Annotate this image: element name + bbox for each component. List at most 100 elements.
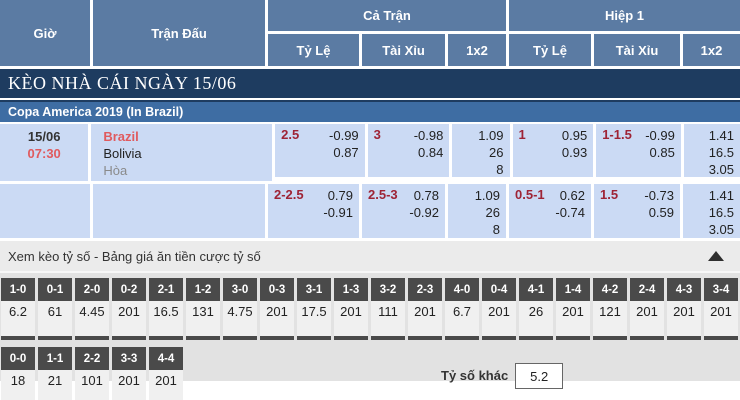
ft-over-under-odds[interactable]: 3 -0.98 0.84 — [367, 124, 450, 177]
h1-over-under-odds[interactable]: 1.5 -0.73 0.59 — [594, 184, 680, 238]
score-odds: 201 — [630, 301, 664, 340]
score-cell[interactable]: 1-0 6.2 — [1, 278, 35, 340]
score-cell[interactable]: 1-1 21 — [38, 347, 72, 400]
score-odds: 201 — [408, 301, 442, 340]
score-label: 2-4 — [630, 278, 664, 301]
score-cell[interactable]: 3-1 17.5 — [297, 278, 331, 340]
header-full-time: Cả Trận — [268, 0, 506, 31]
score-label: 1-4 — [556, 278, 590, 301]
match-kickoff-time: 07:30 — [27, 146, 61, 161]
score-cell[interactable]: 3-0 4.75 — [223, 278, 257, 340]
score-label: 2-0 — [75, 278, 109, 301]
odds-value: -0.74 — [555, 205, 585, 220]
score-cell[interactable]: 0-0 18 — [1, 347, 35, 400]
odds-value: -0.99 — [329, 128, 359, 143]
score-cell[interactable]: 2-2 101 — [75, 347, 109, 400]
match-teams-cell[interactable]: Brazil Bolivia Hòa — [91, 124, 273, 181]
h1-handicap-odds[interactable]: 1 0.95 0.93 — [512, 124, 594, 177]
score-odds: 201 — [667, 301, 701, 340]
score-cell[interactable]: 4-3 201 — [667, 278, 701, 340]
odds-value: 1.09 — [478, 128, 504, 143]
correct-score-panel: Xem kèo tỷ số - Bảng giá ăn tiền cược tỷ… — [0, 241, 740, 400]
odds-value: -0.99 — [645, 128, 675, 143]
ft-over-under-odds[interactable]: 2.5-3 0.78 -0.92 — [362, 184, 445, 238]
header-h1-handicap: Tỷ Lệ — [509, 34, 591, 66]
draw-label: Hòa — [103, 163, 128, 178]
score-odds: 4.75 — [223, 301, 257, 340]
score-cell[interactable]: 1-2 131 — [186, 278, 220, 340]
ft-1x2-odds[interactable]: 1.09 26 8 — [452, 124, 510, 177]
score-label: 4-2 — [593, 278, 627, 301]
empty-time-cell — [0, 184, 90, 238]
score-label: 2-1 — [149, 278, 183, 301]
score-cell[interactable]: 4-1 26 — [519, 278, 553, 340]
score-label: 0-2 — [112, 278, 146, 301]
score-label: 3-0 — [223, 278, 257, 301]
score-label: 0-4 — [482, 278, 516, 301]
match-time-cell: 15/06 07:30 — [0, 124, 89, 181]
score-label: 3-1 — [297, 278, 331, 301]
odds-value: 26 — [485, 205, 500, 220]
odds-value: 0.62 — [559, 188, 585, 203]
score-label: 3-2 — [371, 278, 405, 301]
collapse-up-triangle-icon[interactable] — [708, 251, 724, 261]
score-odds: 6.7 — [445, 301, 479, 340]
score-cell[interactable]: 0-4 201 — [482, 278, 516, 340]
score-odds: 121 — [593, 301, 627, 340]
score-cell[interactable]: 3-3 201 — [112, 347, 146, 400]
ft-handicap-odds[interactable]: 2-2.5 0.79 -0.91 — [268, 184, 359, 238]
score-label: 0-3 — [260, 278, 294, 301]
other-score-input[interactable] — [515, 363, 564, 389]
score-panel-toggle-bar[interactable]: Xem kèo tỷ số - Bảng giá ăn tiền cược tỷ… — [0, 241, 740, 273]
odds-value: 26 — [489, 145, 504, 160]
score-odds: 201 — [556, 301, 590, 340]
h1-over-under-odds[interactable]: 1-1.5 -0.99 0.85 — [596, 124, 681, 177]
score-cell[interactable]: 0-1 61 — [38, 278, 72, 340]
score-label: 2-3 — [408, 278, 442, 301]
header-match: Trận Đấu — [93, 0, 265, 66]
ft-1x2-odds[interactable]: 1.09 26 8 — [448, 184, 506, 238]
odds-value: 0.79 — [327, 188, 353, 203]
score-odds: 201 — [149, 370, 183, 400]
score-panel-title: Xem kèo tỷ số - Bảng giá ăn tiền cược tỷ… — [8, 248, 261, 264]
score-cell[interactable]: 2-1 16.5 — [149, 278, 183, 340]
header-h1-over-under: Tài Xỉu — [594, 34, 680, 66]
score-odds: 201 — [482, 301, 516, 340]
odds-value: 16.5 — [708, 145, 734, 160]
score-cell[interactable]: 2-3 201 — [408, 278, 442, 340]
h1-handicap-odds[interactable]: 0.5-1 0.62 -0.74 — [509, 184, 591, 238]
score-label: 1-2 — [186, 278, 220, 301]
score-cell[interactable]: 1-4 201 — [556, 278, 590, 340]
header-ft-over-under: Tài Xỉu — [362, 34, 445, 66]
h1-1x2-odds[interactable]: 1.41 16.5 3.05 — [683, 124, 740, 177]
handicap-line: 1 — [518, 127, 526, 142]
odds-table-header: Giờ Trận Đấu Cả Trận Tỷ Lệ Tài Xỉu 1x2 H… — [0, 0, 740, 66]
score-label: 4-4 — [149, 347, 183, 370]
ft-handicap-odds[interactable]: 2.5 -0.99 0.87 — [275, 124, 365, 177]
score-cell[interactable]: 3-2 111 — [371, 278, 405, 340]
header-ft-handicap: Tỷ Lệ — [268, 34, 359, 66]
match-odds-row-2: 2-2.5 0.79 -0.91 2.5-3 0.78 -0.92 1.09 2… — [0, 184, 740, 238]
score-cell[interactable]: 1-3 201 — [334, 278, 368, 340]
score-cell[interactable]: 2-0 4.45 — [75, 278, 109, 340]
score-label: 0-0 — [1, 347, 35, 370]
league-bar[interactable]: Copa America 2019 (In Brazil) — [0, 100, 740, 122]
score-cell[interactable]: 3-4 201 — [704, 278, 738, 340]
h1-1x2-odds[interactable]: 1.41 16.5 3.05 — [683, 184, 740, 238]
odds-value: -0.91 — [323, 205, 353, 220]
odds-value: 8 — [496, 162, 504, 177]
odds-value: 8 — [492, 222, 500, 237]
handicap-line: 0.5-1 — [515, 187, 545, 202]
home-team: Brazil — [103, 129, 139, 144]
score-cell[interactable]: 2-4 201 — [630, 278, 664, 340]
score-cell[interactable]: 0-2 201 — [112, 278, 146, 340]
score-label: 0-1 — [38, 278, 72, 301]
score-odds: 4.45 — [75, 301, 109, 340]
score-odds: 18 — [1, 370, 35, 400]
odds-value: 3.05 — [708, 162, 734, 177]
score-cell[interactable]: 4-4 201 — [149, 347, 183, 400]
score-cell[interactable]: 4-2 121 — [593, 278, 627, 340]
score-cell[interactable]: 0-3 201 — [260, 278, 294, 340]
handicap-line: 2-2.5 — [274, 187, 304, 202]
score-cell[interactable]: 4-0 6.7 — [445, 278, 479, 340]
